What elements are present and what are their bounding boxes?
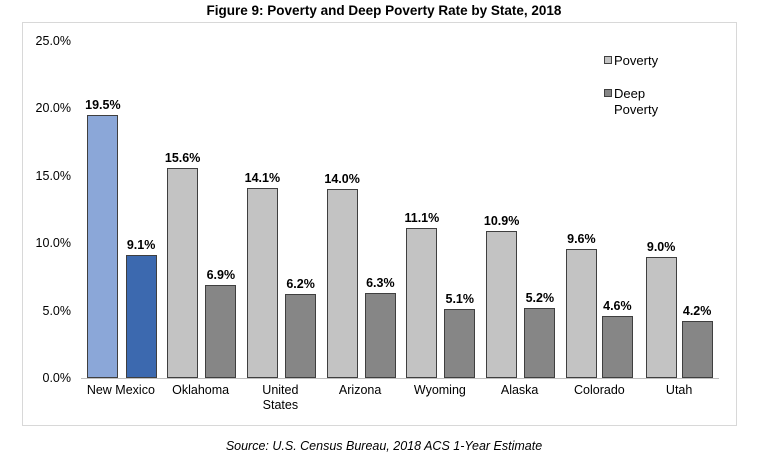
legend: Poverty Deep Poverty	[604, 53, 668, 135]
bar-poverty-alaska	[486, 231, 518, 378]
bar-col: 9.6%	[565, 231, 597, 378]
y-axis: 0.0% 5.0% 10.0% 15.0% 20.0% 25.0%	[23, 23, 71, 425]
bar-value-label: 19.5%	[85, 98, 121, 113]
y-tick-label: 0.0%	[42, 371, 72, 385]
y-tick-label: 5.0%	[42, 303, 72, 318]
x-axis-label-utah: Utah	[665, 383, 693, 397]
bar-group-oklahoma: 15.6% 6.9%	[161, 41, 241, 378]
bar-poverty-oklahoma	[167, 167, 199, 378]
x-axis-label-new-mexico: New Mexico	[86, 383, 155, 397]
bar-col: 9.1%	[125, 238, 157, 378]
bar-value-label: 11.1%	[404, 211, 440, 226]
bar-value-label: 9.0%	[646, 239, 676, 254]
bar-value-label: 5.2%	[525, 290, 555, 305]
bar-col: 10.9%	[484, 214, 519, 378]
y-tick-label: 10.0%	[35, 236, 71, 251]
legend-item-deep-poverty: Deep Poverty	[604, 86, 668, 118]
bar-poverty-united-states	[246, 187, 278, 378]
bar-value-label: 9.6%	[567, 231, 596, 246]
legend-label: Poverty	[614, 53, 659, 68]
bar-col: 11.1%	[404, 211, 439, 378]
bar-value-label: 4.2%	[682, 304, 712, 319]
x-axis: New Mexico Oklahoma United States Arizona Wy…	[81, 383, 719, 413]
bar-deep-poverty-wyoming	[444, 309, 476, 378]
y-tick-label: 25.0%	[35, 34, 71, 48]
bar-value-label: 4.6%	[603, 299, 632, 313]
bar-col: 15.6%	[165, 151, 200, 378]
y-tick-label: 15.0%	[35, 168, 71, 183]
plot-area: 19.5% 9.1% 15.6% 6.9% 14.1% 6.2% 14.0% 6.3% 11.1…	[81, 41, 719, 378]
bar-value-label: 10.9%	[483, 214, 520, 229]
x-axis-label-arizona: Arizona	[338, 383, 382, 397]
legend-swatch-icon	[604, 89, 612, 97]
bar-group-alaska: 10.9% 5.2%	[480, 41, 560, 378]
bar-value-label: 15.6%	[164, 150, 201, 165]
bar-col: 6.3%	[364, 276, 396, 378]
bar-value-label: 6.9%	[206, 268, 236, 282]
bar-col: 4.2%	[681, 304, 713, 378]
bar-poverty-new-mexico	[87, 115, 119, 378]
bar-col: 6.2%	[285, 277, 317, 378]
chart-title: Figure 9: Poverty and Deep Poverty Rate …	[206, 3, 562, 18]
bar-value-label: 9.1%	[126, 238, 156, 253]
bar-value-label: 6.2%	[286, 277, 315, 292]
bar-col: 9.0%	[645, 239, 677, 378]
bar-group-united-states: 14.1% 6.2%	[241, 41, 321, 378]
bar-deep-poverty-oklahoma	[205, 285, 237, 378]
bar-col: 19.5%	[85, 98, 121, 378]
bar-group-utah: 9.0% 4.2%	[639, 41, 719, 378]
bar-value-label: 6.3%	[366, 276, 395, 291]
bar-value-label: 14.1%	[244, 170, 281, 185]
legend-label: Deep Poverty	[614, 86, 659, 117]
x-axis-label-wyoming: Wyoming	[413, 383, 466, 397]
x-axis-label-united-states: United States	[262, 383, 299, 412]
source-note: Source: U.S. Census Bureau, 2018 ACS 1-Y…	[225, 439, 543, 453]
bar-deep-poverty-colorado	[601, 316, 633, 378]
bar-value-label: 5.1%	[445, 292, 475, 307]
legend-swatch-icon	[604, 56, 612, 64]
bar-col: 14.0%	[324, 172, 360, 378]
bar-group-wyoming: 11.1% 5.1%	[400, 41, 480, 378]
bar-poverty-arizona	[326, 189, 358, 378]
x-axis-line	[81, 378, 719, 379]
bar-deep-poverty-new-mexico	[125, 255, 157, 378]
x-axis-label-alaska: Alaska	[500, 383, 539, 397]
bar-poverty-wyoming	[406, 228, 438, 378]
y-tick-label: 20.0%	[35, 101, 71, 116]
bar-value-label: 14.0%	[324, 172, 360, 187]
x-axis-label-colorado: Colorado	[574, 383, 625, 397]
bar-col: 5.2%	[524, 290, 556, 378]
bar-col: 14.1%	[245, 171, 280, 378]
bar-deep-poverty-united-states	[285, 294, 317, 378]
x-axis-label-oklahoma: Oklahoma	[172, 383, 230, 397]
bar-deep-poverty-alaska	[524, 307, 556, 378]
bar-col: 4.6%	[601, 299, 633, 378]
bar-group-new-mexico: 19.5% 9.1%	[81, 41, 161, 378]
bar-deep-poverty-utah	[681, 321, 713, 378]
bar-deep-poverty-arizona	[364, 293, 396, 378]
bar-col: 6.9%	[205, 268, 237, 378]
bar-poverty-colorado	[565, 248, 597, 378]
bar-col: 5.1%	[444, 292, 476, 378]
chart-frame: 0.0% 5.0% 10.0% 15.0% 20.0% 25.0% 19.5% 9.1% 15…	[22, 22, 737, 426]
bar-group-colorado: 9.6% 4.6%	[560, 41, 640, 378]
bar-group-arizona: 14.0% 6.3%	[320, 41, 400, 378]
bar-poverty-utah	[645, 256, 677, 378]
legend-item-poverty: Poverty	[604, 53, 668, 69]
